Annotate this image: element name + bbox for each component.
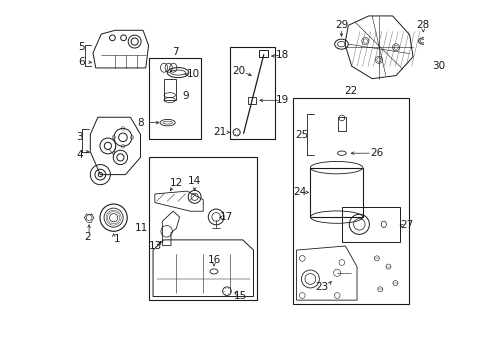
Bar xyxy=(310,168,362,217)
Text: 2: 2 xyxy=(84,232,91,242)
Text: 20: 20 xyxy=(231,66,244,76)
Text: 24: 24 xyxy=(293,187,306,197)
Text: 28: 28 xyxy=(416,21,429,30)
Text: 21: 21 xyxy=(213,127,226,137)
Text: 8: 8 xyxy=(137,118,143,128)
Bar xyxy=(149,58,201,139)
Text: 26: 26 xyxy=(369,148,383,158)
Text: 22: 22 xyxy=(344,86,357,96)
Bar xyxy=(292,98,408,304)
Text: 5: 5 xyxy=(78,42,84,52)
Text: 18: 18 xyxy=(276,50,289,60)
Text: 3: 3 xyxy=(76,132,82,142)
Text: 25: 25 xyxy=(295,130,308,140)
Text: 23: 23 xyxy=(315,282,328,292)
Bar xyxy=(230,47,274,139)
Bar xyxy=(247,97,255,104)
Text: 15: 15 xyxy=(234,291,247,301)
Text: 11: 11 xyxy=(135,224,148,233)
Text: 7: 7 xyxy=(172,46,179,57)
Text: 13: 13 xyxy=(149,240,162,251)
Bar xyxy=(259,50,267,58)
Text: 19: 19 xyxy=(276,95,289,105)
Bar xyxy=(149,157,257,300)
Text: 1: 1 xyxy=(114,234,120,244)
Text: 27: 27 xyxy=(400,220,413,230)
Text: 10: 10 xyxy=(187,69,200,79)
Text: 17: 17 xyxy=(220,212,233,222)
Text: 14: 14 xyxy=(188,176,201,186)
Bar xyxy=(341,207,399,242)
Text: 16: 16 xyxy=(207,255,220,265)
Text: 30: 30 xyxy=(431,61,445,71)
Bar xyxy=(163,78,175,100)
Text: 29: 29 xyxy=(334,21,347,30)
Bar xyxy=(337,117,346,131)
Text: 6: 6 xyxy=(78,57,84,67)
Text: 12: 12 xyxy=(169,177,183,188)
Text: 9: 9 xyxy=(182,91,189,101)
Text: 4: 4 xyxy=(76,149,82,159)
